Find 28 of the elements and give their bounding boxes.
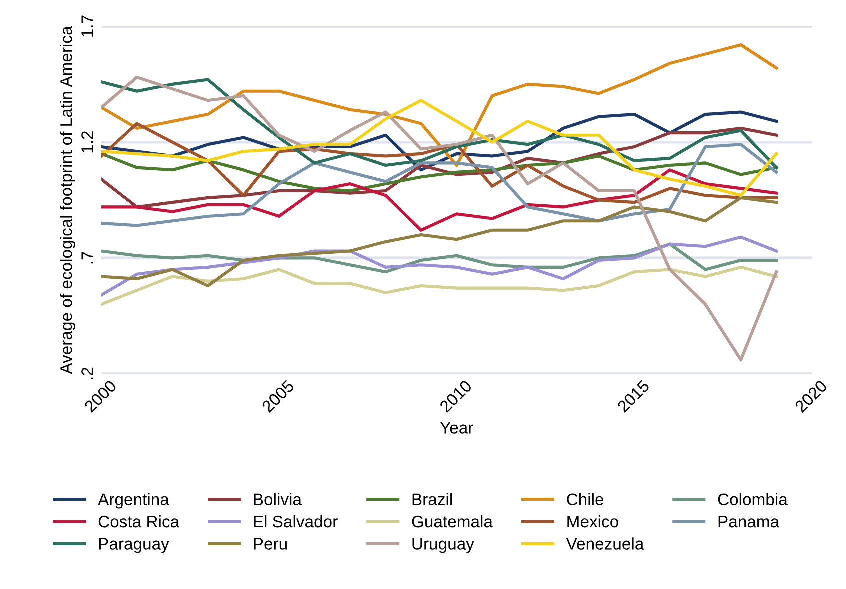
legend-label: Argentina <box>98 493 170 509</box>
legend-label: Mexico <box>568 515 618 528</box>
legend-label: Panama <box>718 516 780 528</box>
line-series <box>102 44 778 168</box>
line-series <box>102 196 778 288</box>
legend-label: Chile <box>567 493 604 506</box>
line-series <box>102 143 778 228</box>
y-tick-label: 1.2 <box>82 132 94 153</box>
legend-label: Brazil <box>412 493 452 506</box>
y-tick-label: .2 <box>82 368 94 380</box>
legend-label: El Salvador <box>254 515 338 528</box>
legend-label: Paraguay <box>99 538 170 554</box>
y-axis-title: Average of ecological footprint of Latin America <box>60 26 76 374</box>
line-series <box>102 168 778 232</box>
legend-label: Costa Rica <box>98 515 180 528</box>
legend-label: Colombia <box>718 493 788 506</box>
legend-label: Venezuela <box>566 538 644 550</box>
legend-label: Bolivia <box>254 493 302 506</box>
legend-label: Guatemala <box>412 515 493 528</box>
y-tick-label: .7 <box>82 252 94 264</box>
legend-label: Uruguay <box>412 538 474 554</box>
line-series <box>102 78 778 170</box>
line-series <box>102 76 778 362</box>
line-series <box>102 99 778 198</box>
x-axis-title: Year <box>440 422 474 434</box>
legend-label: Peru <box>254 538 287 550</box>
line-series <box>102 266 778 306</box>
y-tick-label: 1.7 <box>82 16 94 37</box>
